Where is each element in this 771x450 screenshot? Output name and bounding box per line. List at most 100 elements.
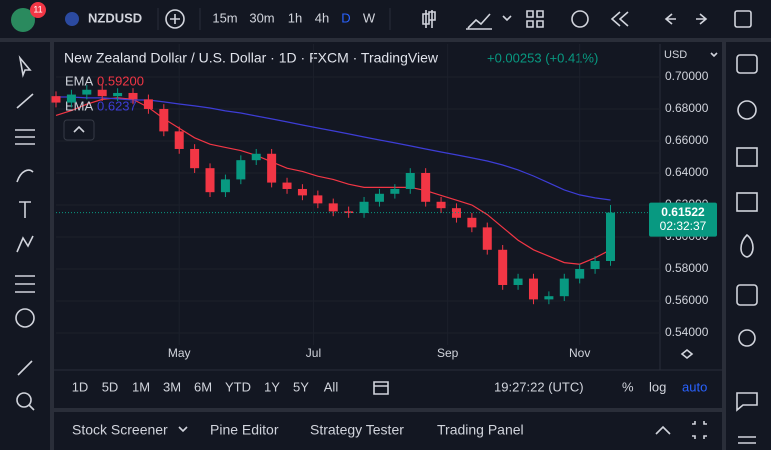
help[interactable] [738,436,756,444]
top-toolbar [0,0,771,38]
last-price-box [649,202,717,237]
undo[interactable] [664,13,676,25]
indicators[interactable] [466,13,492,30]
candle-body [436,201,446,209]
candle-body [297,188,307,196]
settings[interactable] [680,348,694,360]
range-button[interactable]: 3M [163,379,181,394]
add-symbol[interactable] [165,9,185,29]
chart-title: New Zealand Dollar / U.S. Dollar · 1D · … [64,50,439,66]
go-to-date[interactable] [373,381,389,395]
candle-body [405,172,415,189]
auto-toggle[interactable]: auto [682,379,707,394]
candle-body [559,278,569,297]
range-button[interactable]: 1M [132,379,150,394]
collapse-panel[interactable] [655,425,671,435]
interval-button[interactable]: 1h [288,10,302,25]
prediction[interactable] [15,275,35,293]
zoom[interactable] [16,392,32,408]
replay[interactable] [610,11,629,27]
candle-body [282,182,292,189]
interval-button[interactable]: 4h [315,10,329,25]
economic-calendar[interactable] [736,284,758,306]
candle-body [328,203,338,212]
interval-button[interactable]: D [341,10,350,25]
panel-tab[interactable]: Strategy Tester [310,422,404,438]
collapse-arrow [73,125,85,133]
ideas[interactable] [738,329,756,347]
candle-body [451,208,461,218]
x-tick-label: Nov [569,346,590,360]
alert[interactable] [571,10,589,28]
range-button[interactable]: 6M [194,379,212,394]
price-change: +0.00253 (+0.41%) [487,50,598,65]
interval-button[interactable]: 15m [212,10,237,25]
candle-body [113,92,123,97]
candle-body [390,188,400,194]
flag-icon [65,12,79,26]
percent-toggle[interactable]: % [622,379,634,394]
alerts[interactable] [737,100,757,120]
chats[interactable] [736,392,758,412]
range-button[interactable]: 5D [102,379,119,394]
range-button[interactable]: 5Y [293,379,309,394]
left-toolbar [0,42,50,450]
news[interactable] [736,147,758,167]
logo[interactable] [11,8,35,32]
candle-body [359,201,369,213]
range-button[interactable]: 1Y [264,379,280,394]
candle-body [344,211,354,213]
candle-body [421,172,431,202]
fib-tool[interactable] [15,129,35,145]
cursor[interactable] [18,55,32,78]
panel-tab[interactable]: Trading Panel [437,422,524,438]
candle-body [251,153,261,161]
right-sidebar [726,42,771,450]
y-tick-label: 0.68000 [665,101,709,115]
interval-button[interactable]: 30m [249,10,274,25]
text-tool[interactable] [19,201,31,218]
range-button[interactable]: All [324,379,339,394]
panel-tab[interactable]: Stock Screener [72,422,168,438]
candle-body [174,131,184,149]
candle-body [513,278,523,285]
hotlists[interactable] [740,233,754,258]
icons-tool[interactable] [15,308,35,328]
collapse-legend[interactable] [63,119,95,141]
ema-value: 0.59200 [97,73,144,88]
currency-dropdown[interactable] [710,52,718,58]
candle-body [143,99,153,109]
screener-dropdown[interactable] [178,426,188,433]
y-tick-label: 0.64000 [665,165,709,179]
ema-value: 0.6237 [97,98,137,113]
candle-body [605,212,615,261]
y-tick-label: 0.58000 [665,261,709,275]
trend-line[interactable] [16,93,34,109]
zoom-handle [28,404,35,411]
y-tick-label: 0.54000 [665,325,709,339]
watchlist[interactable] [736,54,758,74]
symbol[interactable]: NZDUSD [88,10,142,25]
log-toggle[interactable]: log [649,379,666,394]
candle-body [544,296,554,300]
brush[interactable] [16,169,34,183]
redo[interactable] [696,13,708,25]
ruler[interactable] [17,360,33,376]
layouts[interactable] [526,10,544,28]
calendar[interactable] [736,192,758,212]
interval-button[interactable]: W [363,10,376,25]
candle-body [590,260,600,269]
currency[interactable]: USD [664,49,687,61]
fullscreen[interactable] [734,10,752,28]
chart-type[interactable] [422,10,436,28]
candle-body [575,268,585,279]
patterns[interactable] [16,235,34,253]
ema-name: EMA [65,73,94,88]
dropdown[interactable] [502,15,512,22]
range-button[interactable]: YTD [225,379,251,394]
x-tick-label: Jul [306,346,321,360]
panel-tab[interactable]: Pine Editor [210,422,279,438]
maximize-panel[interactable] [692,421,707,439]
range-button[interactable]: 1D [72,379,89,394]
